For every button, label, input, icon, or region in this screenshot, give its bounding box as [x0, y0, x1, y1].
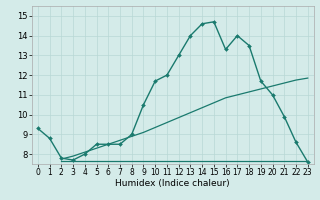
X-axis label: Humidex (Indice chaleur): Humidex (Indice chaleur)	[116, 179, 230, 188]
